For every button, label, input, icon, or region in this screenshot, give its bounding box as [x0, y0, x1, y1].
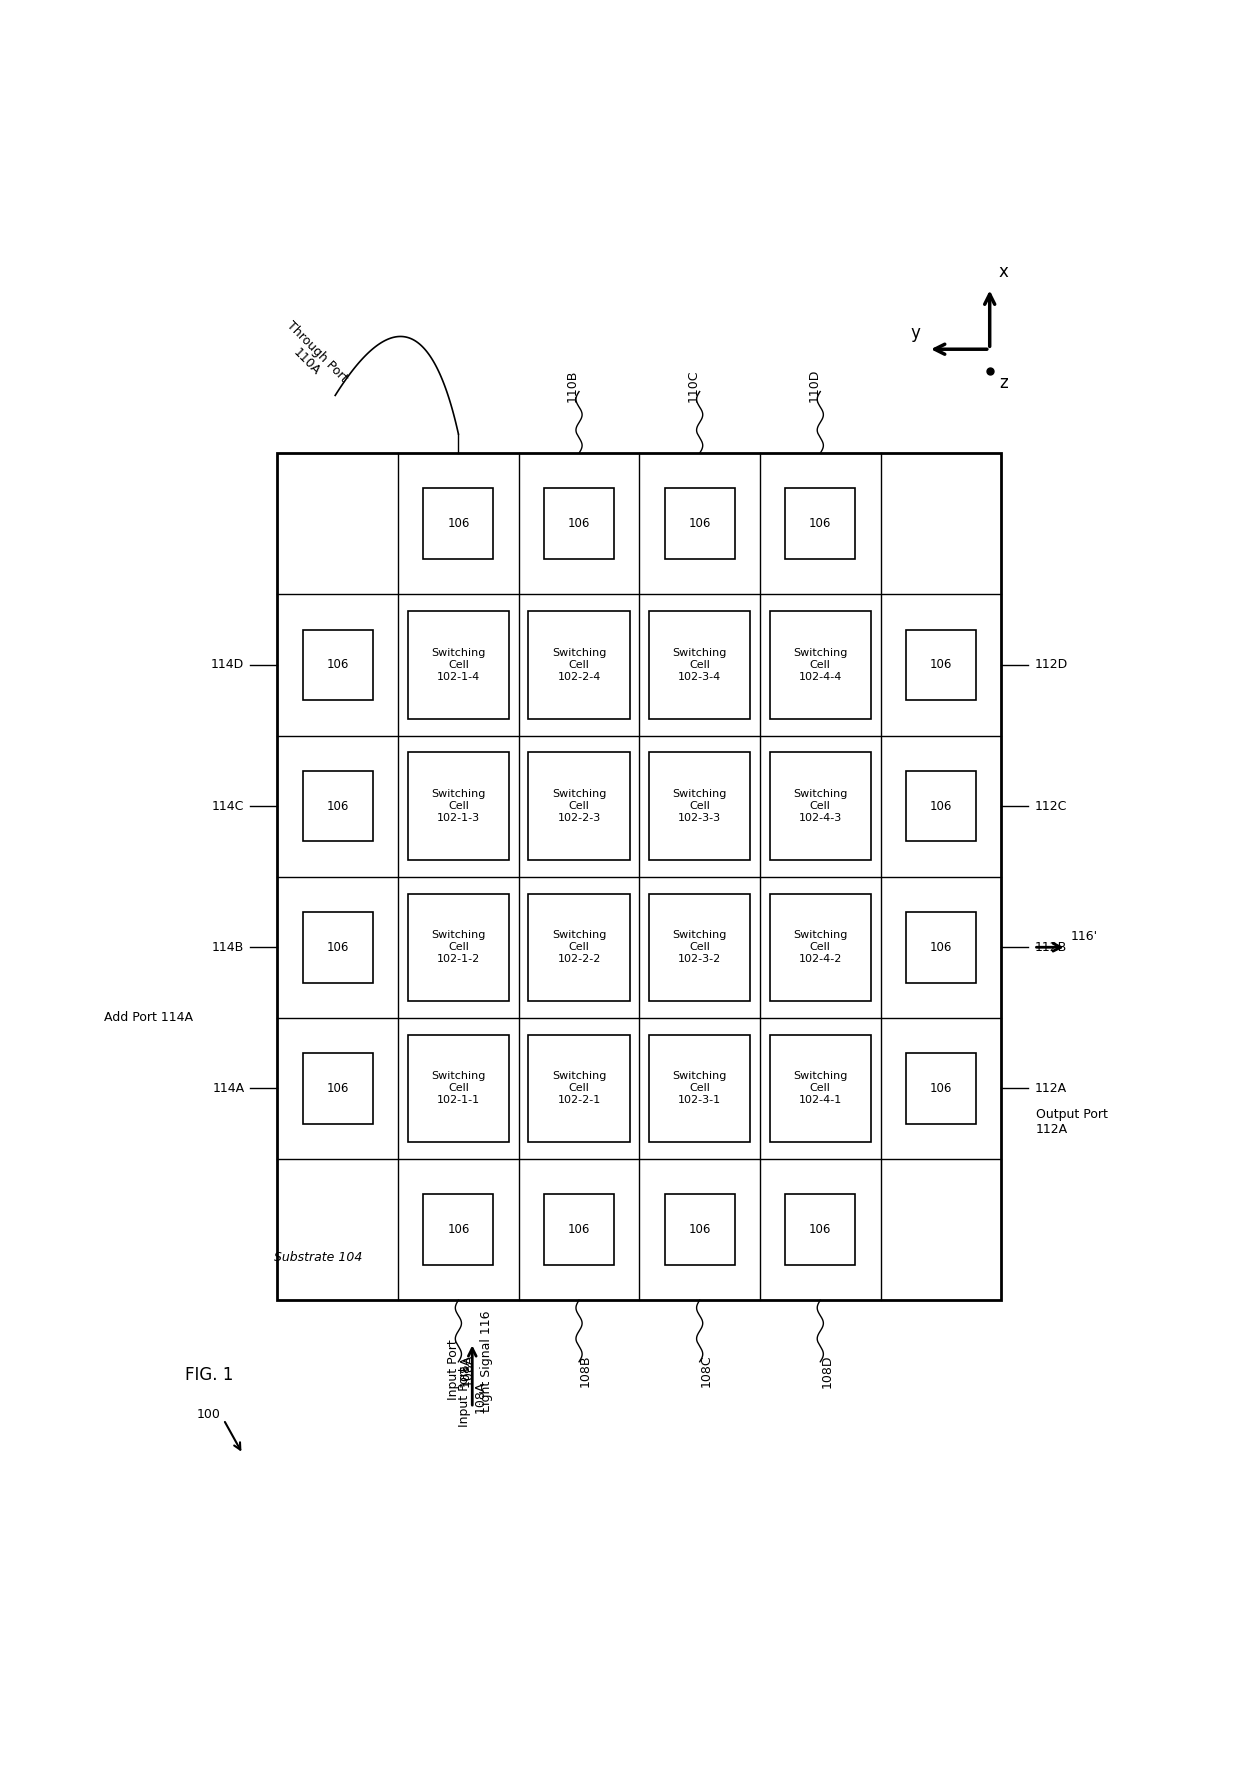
- Text: 106: 106: [930, 658, 952, 672]
- Bar: [303, 912, 373, 983]
- Text: 106: 106: [930, 941, 952, 953]
- Bar: [528, 612, 630, 718]
- Text: 106: 106: [448, 518, 470, 530]
- Bar: [785, 488, 856, 559]
- Bar: [770, 1034, 870, 1142]
- Bar: [423, 1195, 494, 1264]
- Text: 114A: 114A: [212, 1082, 244, 1094]
- Text: FIG. 1: FIG. 1: [185, 1365, 233, 1384]
- Bar: [408, 753, 510, 859]
- Text: 114C: 114C: [212, 799, 244, 813]
- Bar: [906, 629, 976, 700]
- Bar: [649, 1034, 750, 1142]
- Bar: [906, 771, 976, 842]
- Bar: [544, 1195, 614, 1264]
- Text: Light Signal 116: Light Signal 116: [480, 1310, 494, 1413]
- Bar: [785, 1195, 856, 1264]
- Bar: [408, 1034, 510, 1142]
- Text: Switching
Cell
102-4-2: Switching Cell 102-4-2: [794, 930, 847, 964]
- Text: x: x: [999, 263, 1009, 281]
- Bar: [665, 1195, 734, 1264]
- Text: 106: 106: [326, 1082, 348, 1094]
- Text: 106: 106: [930, 1082, 952, 1094]
- Bar: [528, 753, 630, 859]
- Text: Switching
Cell
102-1-3: Switching Cell 102-1-3: [432, 789, 486, 824]
- Bar: [303, 1054, 373, 1124]
- Text: y: y: [910, 324, 920, 341]
- Bar: [528, 893, 630, 1001]
- Text: Switching
Cell
102-2-3: Switching Cell 102-2-3: [552, 789, 606, 824]
- Text: Through Port
110A: Through Port 110A: [274, 318, 351, 396]
- Text: Switching
Cell
102-1-1: Switching Cell 102-1-1: [432, 1071, 486, 1105]
- Text: 106: 106: [326, 799, 348, 813]
- Text: 108B: 108B: [579, 1354, 591, 1388]
- Text: Switching
Cell
102-3-3: Switching Cell 102-3-3: [672, 789, 727, 824]
- Text: Switching
Cell
102-4-1: Switching Cell 102-4-1: [794, 1071, 847, 1105]
- Text: 112B: 112B: [1034, 941, 1066, 953]
- Bar: [278, 453, 1001, 1299]
- Bar: [770, 612, 870, 718]
- Text: 108A: 108A: [459, 1354, 471, 1388]
- Text: 112C: 112C: [1034, 799, 1066, 813]
- Bar: [408, 612, 510, 718]
- Text: 106: 106: [688, 1223, 711, 1236]
- Text: Switching
Cell
102-2-4: Switching Cell 102-2-4: [552, 647, 606, 682]
- Text: Input Port
108A: Input Port 108A: [459, 1367, 486, 1427]
- Text: 106: 106: [810, 518, 832, 530]
- Bar: [303, 771, 373, 842]
- Bar: [544, 488, 614, 559]
- Text: Switching
Cell
102-2-2: Switching Cell 102-2-2: [552, 930, 606, 964]
- Bar: [408, 893, 510, 1001]
- Text: 106: 106: [326, 658, 348, 672]
- Text: Switching
Cell
102-3-1: Switching Cell 102-3-1: [672, 1071, 727, 1105]
- Text: Switching
Cell
102-2-1: Switching Cell 102-2-1: [552, 1071, 606, 1105]
- Text: 106: 106: [810, 1223, 832, 1236]
- Text: Switching
Cell
102-1-2: Switching Cell 102-1-2: [432, 930, 486, 964]
- Text: 108C: 108C: [699, 1354, 713, 1388]
- Text: 106: 106: [688, 518, 711, 530]
- Text: 110B: 110B: [565, 370, 579, 401]
- Text: 106: 106: [568, 518, 590, 530]
- Text: Input Port
108A: Input Port 108A: [446, 1338, 475, 1400]
- Bar: [770, 753, 870, 859]
- Text: Substrate 104: Substrate 104: [274, 1252, 362, 1264]
- Text: 106: 106: [448, 1223, 470, 1236]
- Text: Switching
Cell
102-3-4: Switching Cell 102-3-4: [672, 647, 727, 682]
- Text: Output Port
112A: Output Port 112A: [1035, 1109, 1107, 1135]
- Text: 106: 106: [930, 799, 952, 813]
- Bar: [528, 1034, 630, 1142]
- Text: Switching
Cell
102-4-3: Switching Cell 102-4-3: [794, 789, 847, 824]
- Text: 114B: 114B: [212, 941, 244, 953]
- Text: Switching
Cell
102-4-4: Switching Cell 102-4-4: [794, 647, 847, 682]
- Bar: [649, 753, 750, 859]
- Bar: [423, 488, 494, 559]
- Bar: [906, 1054, 976, 1124]
- Text: 116': 116': [1070, 930, 1097, 942]
- Text: 110D: 110D: [807, 370, 821, 401]
- Text: 112D: 112D: [1034, 658, 1068, 672]
- Bar: [665, 488, 734, 559]
- Text: Switching
Cell
102-3-2: Switching Cell 102-3-2: [672, 930, 727, 964]
- Text: 110C: 110C: [687, 370, 699, 401]
- Text: 114D: 114D: [211, 658, 244, 672]
- Bar: [649, 893, 750, 1001]
- Text: 100: 100: [197, 1407, 221, 1421]
- Text: 112A: 112A: [1034, 1082, 1066, 1094]
- Bar: [906, 912, 976, 983]
- Bar: [303, 629, 373, 700]
- Text: 106: 106: [326, 941, 348, 953]
- Text: 106: 106: [568, 1223, 590, 1236]
- Text: 108D: 108D: [821, 1354, 833, 1388]
- Text: Switching
Cell
102-1-4: Switching Cell 102-1-4: [432, 647, 486, 682]
- Text: Add Port 114A: Add Port 114A: [104, 1011, 192, 1024]
- Text: z: z: [999, 373, 1008, 392]
- Bar: [770, 893, 870, 1001]
- Bar: [649, 612, 750, 718]
